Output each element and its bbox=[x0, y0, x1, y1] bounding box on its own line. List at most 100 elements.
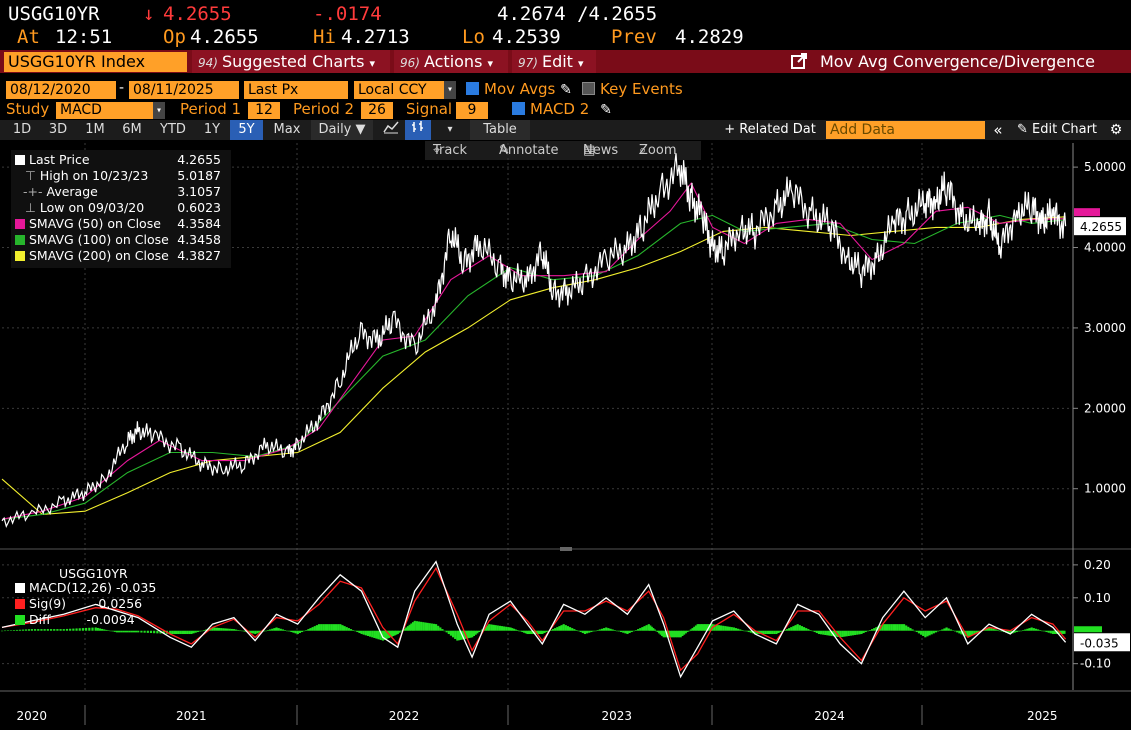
macd-histogram-bar bbox=[939, 630, 942, 631]
legend-low[interactable]: ⊥ Low on 09/03/20 0.6023 bbox=[15, 200, 227, 216]
study-title-link[interactable]: Mov Avg Convergence/Divergence bbox=[790, 50, 1095, 73]
legend-sma50[interactable]: SMAVG (50) on Close 4.3584 bbox=[15, 216, 227, 232]
macd-histogram-bar bbox=[754, 630, 757, 635]
macd-histogram-bar bbox=[1017, 630, 1021, 632]
bar-chart-icon[interactable] bbox=[405, 120, 431, 140]
macd-histogram-bar bbox=[379, 630, 382, 640]
signal-input[interactable]: 9 bbox=[456, 102, 488, 119]
currency-select[interactable]: Local CCY bbox=[354, 81, 444, 99]
macd-histogram-bar bbox=[930, 630, 933, 635]
gear-icon[interactable]: ⚙ bbox=[1109, 122, 1123, 138]
legend-sma200[interactable]: SMAVG (200) on Close 4.3827 bbox=[15, 248, 227, 264]
macd-histogram-bar bbox=[364, 630, 367, 636]
range-3d-button[interactable]: 3D bbox=[48, 122, 68, 137]
suggested-charts-menu[interactable]: 94) Suggested Charts ▾ bbox=[192, 50, 390, 73]
macd-histogram-bar bbox=[430, 623, 433, 631]
chart-type-dropdown-icon[interactable]: ▾ bbox=[447, 124, 453, 135]
edit-chart-button[interactable]: ✎ Edit Chart bbox=[1012, 120, 1102, 140]
date-to-input[interactable]: 08/11/2025 bbox=[129, 81, 239, 99]
macd-histogram-bar bbox=[181, 630, 185, 635]
low-value: 4.2539 bbox=[492, 26, 561, 48]
macd-histogram-bar bbox=[303, 630, 306, 632]
related-data-button[interactable]: + Related Dat bbox=[724, 122, 816, 137]
macd-histogram-bar bbox=[609, 628, 612, 631]
macd-histogram-bar bbox=[962, 630, 965, 636]
range-max-button[interactable]: Max bbox=[273, 122, 301, 137]
legend-high[interactable]: ⊤ High on 10/23/23 5.0187 bbox=[15, 168, 227, 184]
macd-histogram-bar bbox=[817, 630, 821, 635]
macd-histogram-bar bbox=[858, 630, 861, 635]
macd-histogram-bar bbox=[1054, 630, 1057, 634]
date-separator: - bbox=[119, 80, 125, 96]
pencil-icon[interactable]: ✎ bbox=[560, 82, 572, 98]
range-1y-button[interactable]: 1Y bbox=[203, 122, 221, 137]
low-marker-icon: ⊥ bbox=[25, 200, 36, 215]
macd-histogram-bar bbox=[741, 630, 744, 631]
pencil-icon[interactable]: ✎ bbox=[600, 102, 612, 118]
macd-histogram-bar bbox=[386, 630, 389, 639]
legend-sma100[interactable]: SMAVG (100) on Close 4.3458 bbox=[15, 232, 227, 248]
macd-histogram-bar bbox=[617, 630, 621, 632]
macd-histogram-bar bbox=[471, 630, 474, 638]
macd-histogram-bar bbox=[768, 630, 772, 635]
legend-macd[interactable]: MACD(12,26) -0.035 bbox=[15, 580, 165, 596]
macd-histogram-bar bbox=[1053, 630, 1056, 635]
macd2-toggle[interactable]: MACD 2 ✎ bbox=[512, 100, 612, 118]
macd-histogram-bar bbox=[802, 627, 806, 631]
macd-histogram-bar bbox=[496, 625, 499, 631]
macd-histogram-bar bbox=[126, 630, 129, 633]
signal-label: Signal bbox=[406, 100, 453, 118]
key-events-toggle[interactable]: Key Events bbox=[582, 80, 683, 98]
macd-histogram-bar bbox=[705, 624, 708, 631]
macd-histogram-bar bbox=[511, 628, 514, 631]
macd-histogram-bar bbox=[971, 630, 974, 636]
study-dropdown-icon[interactable]: ▾ bbox=[153, 102, 165, 119]
collapse-icon[interactable]: « bbox=[993, 121, 1003, 139]
actions-menu[interactable]: 96) Actions ▾ bbox=[394, 50, 508, 73]
range-1d-button[interactable]: 1D bbox=[12, 122, 32, 137]
macd-histogram-bar bbox=[264, 630, 267, 632]
period1-input[interactable]: 12 bbox=[248, 102, 280, 119]
macd-histogram-bar bbox=[78, 628, 81, 631]
macd-histogram-bar bbox=[130, 630, 133, 633]
macd-histogram-bar bbox=[111, 630, 114, 632]
price-field-select[interactable]: Last Px bbox=[244, 81, 348, 99]
macd-histogram-bar bbox=[1013, 630, 1016, 633]
frequency-select[interactable]: Daily ▼ bbox=[311, 120, 373, 140]
macd-histogram-bar bbox=[217, 627, 221, 631]
panel-resize-handle[interactable] bbox=[560, 547, 572, 551]
macd-histogram-bar bbox=[990, 628, 993, 631]
security-field[interactable]: USGG10YR Index bbox=[4, 52, 187, 72]
macd-histogram-bar bbox=[266, 630, 270, 631]
macd-histogram-bar bbox=[124, 630, 127, 633]
legend-diff[interactable]: Diff -0.0094 bbox=[15, 612, 165, 628]
mov-avgs-toggle[interactable]: Mov Avgs ✎ bbox=[466, 80, 572, 98]
add-data-input[interactable]: Add Data bbox=[826, 121, 985, 139]
macd-histogram-bar bbox=[790, 627, 793, 631]
macd-histogram-bar bbox=[650, 626, 653, 631]
edit-menu[interactable]: 97) Edit ▾ bbox=[512, 50, 596, 73]
range-ytd-button[interactable]: YTD bbox=[160, 122, 186, 137]
range-5y-button[interactable]: 5Y bbox=[230, 120, 263, 140]
macd-histogram-bar bbox=[207, 628, 210, 631]
macd-histogram-bar bbox=[411, 622, 415, 631]
study-select[interactable]: MACD bbox=[56, 102, 153, 119]
legend-last-price[interactable]: Last Price 4.2655 bbox=[15, 152, 227, 168]
date-from-input[interactable]: 08/12/2020 bbox=[6, 81, 116, 99]
macd-histogram-bar bbox=[734, 628, 738, 631]
macd-histogram-bar bbox=[637, 629, 640, 631]
range-6m-button[interactable]: 6M bbox=[122, 122, 142, 137]
line-chart-icon[interactable] bbox=[379, 120, 403, 140]
currency-dropdown-icon[interactable]: ▾ bbox=[444, 81, 456, 99]
macd-histogram-bar bbox=[533, 630, 537, 635]
macd-histogram-bar bbox=[500, 626, 504, 631]
macd-histogram-bar bbox=[737, 628, 740, 631]
table-button[interactable]: Table bbox=[470, 120, 530, 140]
range-1m-button[interactable]: 1M bbox=[85, 122, 105, 137]
legend-average[interactable]: -+- Average 3.1057 bbox=[15, 184, 227, 200]
macd-histogram-bar bbox=[579, 630, 582, 633]
legend-signal[interactable]: Sig(9) -0.0256 bbox=[15, 596, 165, 612]
x-tick-label: 2021 bbox=[176, 709, 207, 723]
period2-input[interactable]: 26 bbox=[361, 102, 393, 119]
